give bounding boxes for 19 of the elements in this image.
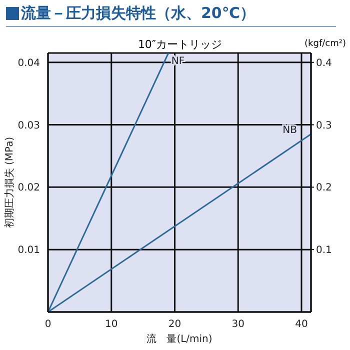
chart-subtitle: 10″カートリッジ [136,37,224,52]
x-tick-label: 10 [105,319,118,330]
y-tick-label: 0.04 [18,58,40,69]
y-axis-title: 初期圧力損失 (MPa) [4,136,16,228]
y2-tick-label: 0.4 [316,58,332,69]
y2-tick-label: 0.2 [316,182,332,194]
y2-tick-label: 0.1 [316,245,332,256]
x-tick-label: 30 [232,319,244,330]
x-tick-label: 0 [44,319,52,330]
y-tick-label: 0.02 [18,182,40,194]
x-axis-title: 流 量(L/min) [146,333,212,345]
y-tick-label: 0.03 [18,120,40,132]
chart-title: 流量－圧力損失特性（水、20℃） [21,4,256,23]
y2-tick-label: 0.3 [316,120,332,132]
x-tick-label: 40 [295,319,308,330]
y-tick-label: 0.01 [18,245,40,256]
y2-axis-title: (kgf/cm²) [304,39,346,49]
x-tick-label: 20 [168,319,182,330]
series-label: NB [282,125,298,136]
